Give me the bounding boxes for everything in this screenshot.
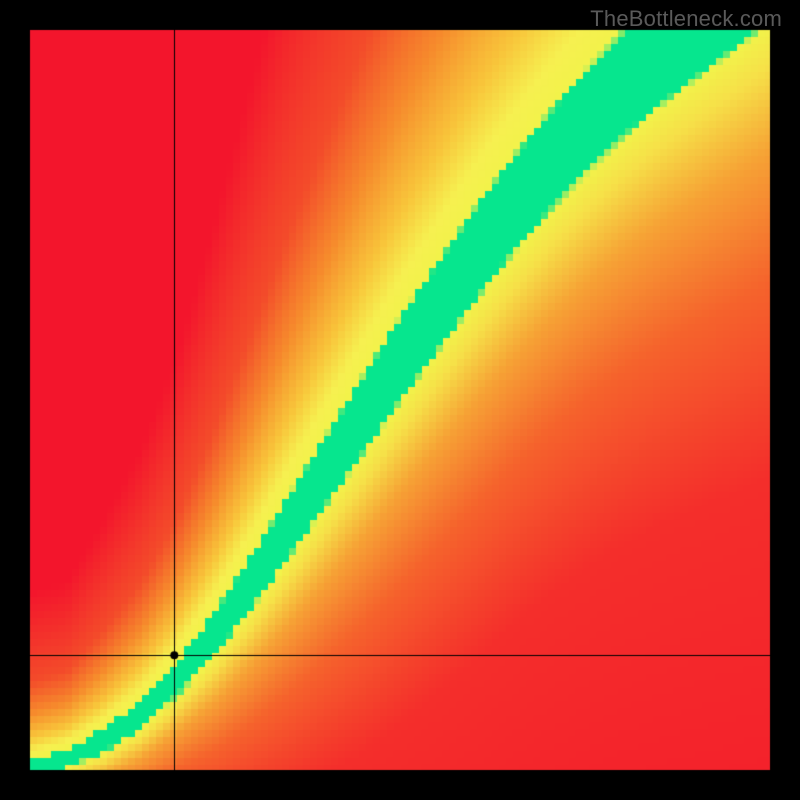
heatmap-canvas (0, 0, 800, 800)
chart-container: TheBottleneck.com (0, 0, 800, 800)
watermark-text: TheBottleneck.com (590, 6, 782, 32)
